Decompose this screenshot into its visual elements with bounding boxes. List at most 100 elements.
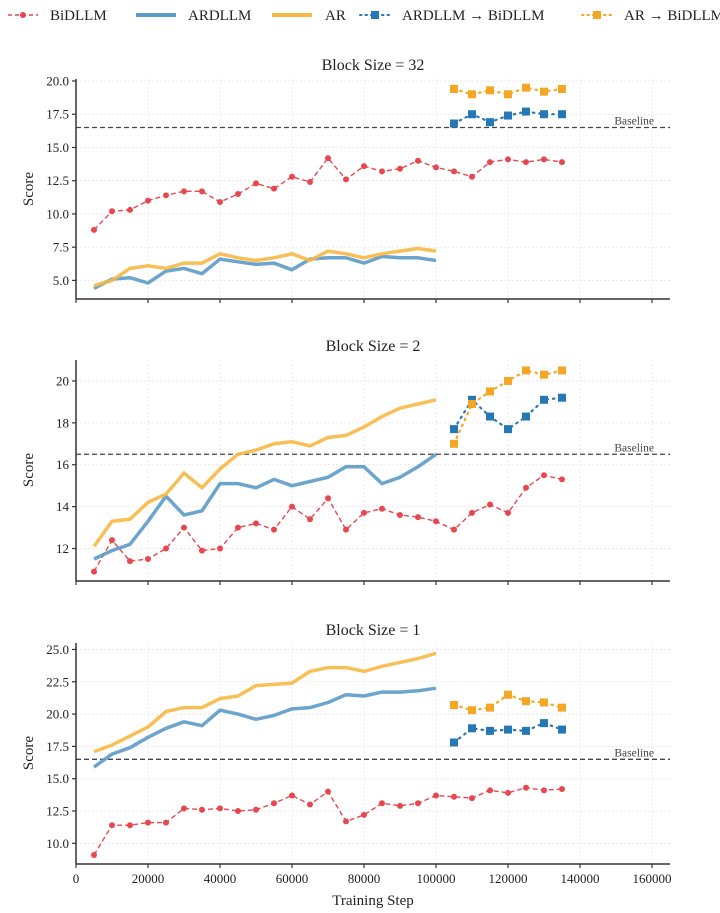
data-point: [289, 173, 295, 180]
data-point: [379, 800, 385, 807]
data-point: [127, 822, 133, 829]
data-point: [505, 156, 511, 163]
data-point: [199, 188, 205, 195]
data-point: [181, 524, 187, 531]
data-point: [433, 164, 439, 171]
legend-label-ardllm: ARDLLM: [188, 8, 251, 24]
data-point: [343, 818, 349, 825]
legend-label-bidllm: BiDLLM: [50, 8, 107, 24]
data-point: [253, 520, 259, 527]
data-point: [522, 697, 530, 706]
data-point: [397, 802, 403, 809]
data-point: [91, 226, 97, 233]
panel-title: Block Size = 32: [322, 57, 425, 74]
data-point: [558, 703, 566, 712]
series-ardllm_to_bidllm: [450, 719, 566, 747]
data-point: [271, 800, 277, 807]
series-ar_to_bidllm: [450, 366, 566, 448]
data-point: [163, 192, 169, 199]
data-point: [163, 819, 169, 826]
legend-label-ardllm-to-bidllm: ARDLLM → BiDLLM: [402, 8, 545, 24]
data-point: [469, 173, 475, 180]
data-point: [486, 726, 494, 735]
series-ar_to_bidllm: [450, 690, 566, 715]
data-point: [522, 412, 530, 421]
data-point: [522, 366, 530, 375]
data-point: [433, 518, 439, 525]
grid: [76, 643, 670, 864]
data-point: [450, 119, 458, 128]
data-point: [361, 509, 367, 516]
legend-label-ar: AR: [325, 8, 346, 24]
data-point: [217, 198, 223, 205]
series-ar: [93, 651, 437, 754]
baseline-label: Baseline: [614, 116, 654, 128]
data-point: [540, 110, 548, 119]
data-point: [450, 701, 458, 710]
data-point: [486, 118, 494, 127]
data-point: [397, 512, 403, 519]
y-tick-label: 22.5: [46, 674, 69, 689]
data-point: [271, 526, 277, 533]
data-point: [145, 197, 151, 204]
legend-entry-ardllm: ARDLLM: [136, 8, 251, 24]
y-tick-label: 25.0: [46, 642, 69, 657]
y-tick-label: 5.0: [53, 273, 69, 288]
data-point: [505, 789, 511, 796]
legend: BiDLLM ARDLLM AR ARDLLM → BiDLLM AR → Bi…: [8, 8, 720, 24]
data-point: [468, 90, 476, 99]
data-point: [253, 180, 259, 187]
data-point: [486, 86, 494, 95]
data-point: [253, 806, 259, 813]
data-point: [522, 107, 530, 116]
series-line-ardllm: [92, 686, 437, 769]
panel-block-size-2: Block Size = 2 Score Baseline 12 14 16 18 20: [21, 338, 670, 585]
x-tick-label: 40000: [204, 871, 237, 886]
series-line-ar: [92, 398, 437, 548]
data-point: [486, 387, 494, 396]
series-ar_to_bidllm: [450, 83, 566, 99]
data-point: [415, 800, 421, 807]
legend-entry-ar-to-bidllm: AR → BiDLLM: [581, 8, 720, 24]
y-tick-label: 20.0: [46, 707, 69, 722]
data-point: [486, 703, 494, 712]
data-point: [109, 822, 115, 829]
data-point: [468, 395, 476, 404]
data-point: [468, 399, 476, 408]
data-point: [487, 159, 493, 166]
data-point: [325, 155, 331, 162]
legend-entry-ardllm-to-bidllm: ARDLLM → BiDLLM: [359, 8, 545, 24]
y-axis-label: Score: [21, 453, 37, 487]
legend-marker-square-icon: [593, 11, 601, 19]
y-axis-label: Score: [21, 172, 37, 206]
data-point: [559, 159, 565, 166]
legend-marker-square-icon: [371, 11, 379, 19]
data-point: [145, 819, 151, 826]
x-tick-label: 20000: [132, 871, 165, 886]
data-point: [91, 568, 97, 575]
data-point: [451, 526, 457, 533]
data-point: [504, 425, 512, 434]
data-point: [504, 725, 512, 734]
data-point: [379, 505, 385, 512]
y-tick-label: 14: [56, 499, 70, 514]
series-line-bidllm: [93, 156, 563, 231]
legend-marker-circle-icon: [20, 12, 26, 18]
data-point: [109, 208, 115, 215]
x-tick-label: 120000: [489, 871, 528, 886]
data-point: [127, 558, 133, 565]
series-ardllm_to_bidllm: [450, 107, 566, 128]
baseline-label: Baseline: [614, 747, 654, 759]
data-point: [487, 787, 493, 794]
x-tick-label: 80000: [348, 871, 381, 886]
data-point: [91, 851, 97, 858]
data-point: [540, 370, 548, 379]
data-point: [540, 87, 548, 96]
data-point: [415, 157, 421, 164]
series-bidllm: [91, 784, 565, 858]
y-tick-label: 17.5: [46, 739, 69, 754]
y-tick-label: 15.0: [46, 771, 69, 786]
y-tick-label: 15.0: [46, 140, 69, 155]
data-point: [271, 185, 277, 192]
